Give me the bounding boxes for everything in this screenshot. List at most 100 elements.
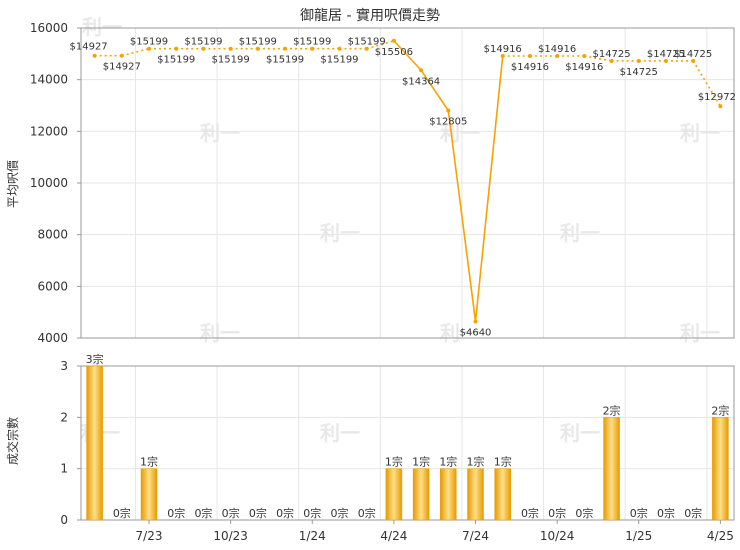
volume-bar-label: 2宗: [603, 403, 621, 417]
volume-bar-label: 0宗: [657, 506, 675, 520]
volume-bar-label: 0宗: [548, 506, 566, 520]
price-point: [663, 58, 668, 63]
price-point: [527, 54, 532, 59]
price-data-label: $14916: [538, 44, 576, 55]
volume-y-tick-label: 1: [60, 462, 68, 476]
price-point: [119, 53, 124, 58]
price-y-tick-label: 12000: [30, 124, 68, 138]
price-data-label: $12805: [429, 117, 467, 128]
price-data-label: $14725: [620, 67, 658, 78]
watermark-text: 利一: [320, 421, 360, 445]
price-data-label: $15199: [293, 37, 331, 48]
watermark-text: 利一: [200, 121, 240, 145]
volume-y-axis: 0 1 2 3: [60, 359, 81, 527]
price-data-label: $15199: [130, 37, 168, 48]
volume-bar-label: 1宗: [412, 455, 430, 469]
price-point: [555, 54, 560, 59]
volume-bar-label: 0宗: [358, 506, 376, 520]
x-axis: 7/23 10/23 1/24 4/24 7/24 10/24 1/25 4/25: [136, 520, 734, 543]
watermark-text: 利一: [680, 321, 720, 345]
price-y-axis: 4000 6000 8000 10000 12000 14000 16000: [30, 21, 81, 345]
price-data-label: $14916: [565, 62, 603, 73]
price-y-tick-label: 16000: [30, 21, 68, 35]
price-point: [364, 46, 369, 51]
price-data-label: $15199: [266, 55, 304, 66]
price-point: [228, 46, 233, 51]
watermark-text: 利一: [82, 15, 122, 39]
watermark-text: 利一: [440, 121, 480, 145]
price-data-label: $15199: [157, 55, 195, 66]
volume-grid: [81, 365, 734, 521]
x-tick-label: 10/23: [213, 529, 248, 543]
price-point: [201, 46, 206, 51]
price-point: [500, 54, 505, 59]
volume-bar-label: 0宗: [521, 506, 539, 520]
watermark-text: 利一: [320, 221, 360, 245]
price-y-axis-label: 平均呎價: [6, 160, 20, 208]
price-data-label: $14916: [511, 62, 549, 73]
price-data-label: $15199: [348, 37, 386, 48]
price-point: [174, 46, 179, 51]
x-tick-label: 4/25: [707, 529, 734, 543]
price-data-label: $15199: [239, 37, 277, 48]
price-data-label: $15199: [320, 55, 358, 66]
volume-bar: [494, 468, 511, 521]
price-data-label: $12972: [698, 92, 736, 103]
volume-bar-label: 1宗: [385, 455, 403, 469]
price-point: [419, 68, 424, 73]
price-line-segment: [393, 40, 422, 71]
price-point: [283, 46, 288, 51]
price-data-label: $14927: [103, 62, 141, 73]
price-data-label: $14725: [674, 49, 712, 60]
x-tick-label: 4/24: [380, 529, 407, 543]
volume-bar-label: 0宗: [194, 506, 212, 520]
volume-y-tick-label: 3: [60, 359, 68, 373]
volume-bar: [385, 468, 403, 521]
price-data-label: $4640: [460, 327, 492, 338]
price-point: [255, 46, 260, 51]
volume-bar-label: 0宗: [167, 506, 185, 520]
volume-bar: [140, 468, 158, 521]
volume-bar-label: 2宗: [711, 403, 729, 417]
price-line-segment: [692, 60, 722, 107]
volume-bar-label: 3宗: [86, 352, 104, 366]
price-point: [391, 38, 396, 43]
price-data-label: $15199: [184, 37, 222, 48]
volume-bar-label: 0宗: [249, 506, 267, 520]
x-tick-label: 1/25: [625, 529, 652, 543]
volume-bar-label: 1宗: [439, 455, 457, 469]
volume-bar-label: 1宗: [494, 455, 512, 469]
price-y-tick-label: 4000: [37, 331, 68, 345]
price-y-tick-label: 8000: [37, 228, 68, 242]
volume-bar-label: 0宗: [276, 506, 294, 520]
volume-bar: [467, 468, 484, 521]
volume-y-axis-label: 成交宗數: [5, 417, 20, 465]
volume-bar: [86, 365, 103, 521]
volume-bar-label: 0宗: [330, 506, 348, 520]
volume-bar-label: 0宗: [222, 506, 240, 520]
watermark-text: 利一: [560, 421, 600, 445]
volume-plot-border: [80, 365, 735, 521]
volume-y-tick-label: 2: [60, 410, 68, 424]
volume-bar: [440, 468, 457, 521]
price-point: [92, 53, 97, 58]
price-data-label: $14725: [592, 49, 630, 60]
price-y-tick-label: 14000: [30, 73, 68, 87]
price-point: [636, 58, 641, 63]
price-point: [582, 54, 587, 59]
price-data-label: $14364: [402, 76, 440, 87]
price-point: [718, 104, 723, 109]
x-tick-label: 10/24: [540, 529, 575, 543]
x-tick-label: 1/24: [299, 529, 326, 543]
price-data-label: $14916: [484, 44, 522, 55]
x-tick-label: 7/24: [462, 529, 489, 543]
price-point: [473, 319, 478, 324]
watermark-text: 利一: [680, 121, 720, 145]
volume-bar: [712, 417, 729, 521]
price-series: $14927 $14927 $15199 $15199 $15199 $15199 $151…: [70, 37, 736, 339]
volume-bar-label: 0宗: [113, 506, 131, 520]
price-line-segment: [474, 55, 504, 322]
price-line-segment: [420, 69, 449, 111]
price-point: [609, 58, 614, 63]
